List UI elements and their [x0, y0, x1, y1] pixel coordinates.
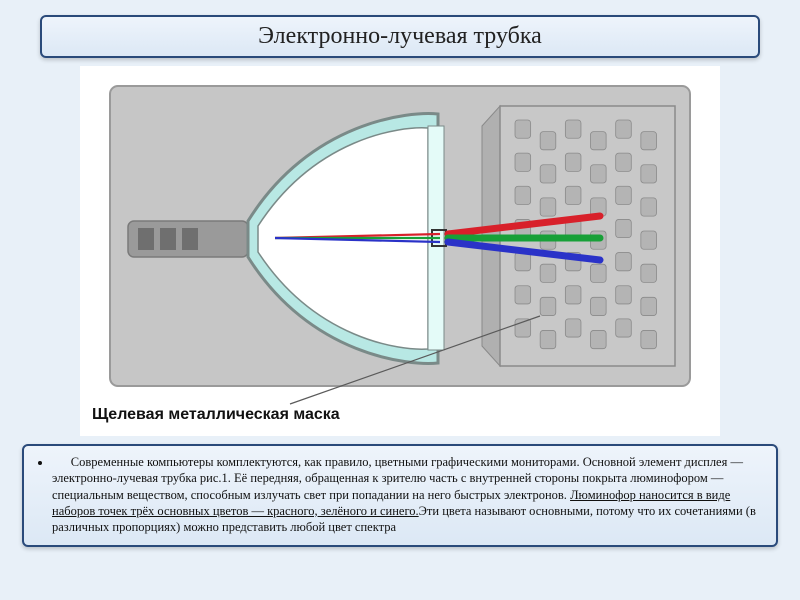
- diagram-caption: Щелевая металлическая маска: [92, 406, 340, 424]
- description-text: Современные компьютеры комплектуются, ка…: [52, 454, 766, 535]
- crt-svg: [80, 66, 720, 436]
- crt-diagram: Щелевая металлическая маска: [80, 66, 720, 436]
- description-panel: Современные компьютеры комплектуются, ка…: [22, 444, 778, 547]
- page-title: Электронно-лучевая трубка: [40, 15, 760, 58]
